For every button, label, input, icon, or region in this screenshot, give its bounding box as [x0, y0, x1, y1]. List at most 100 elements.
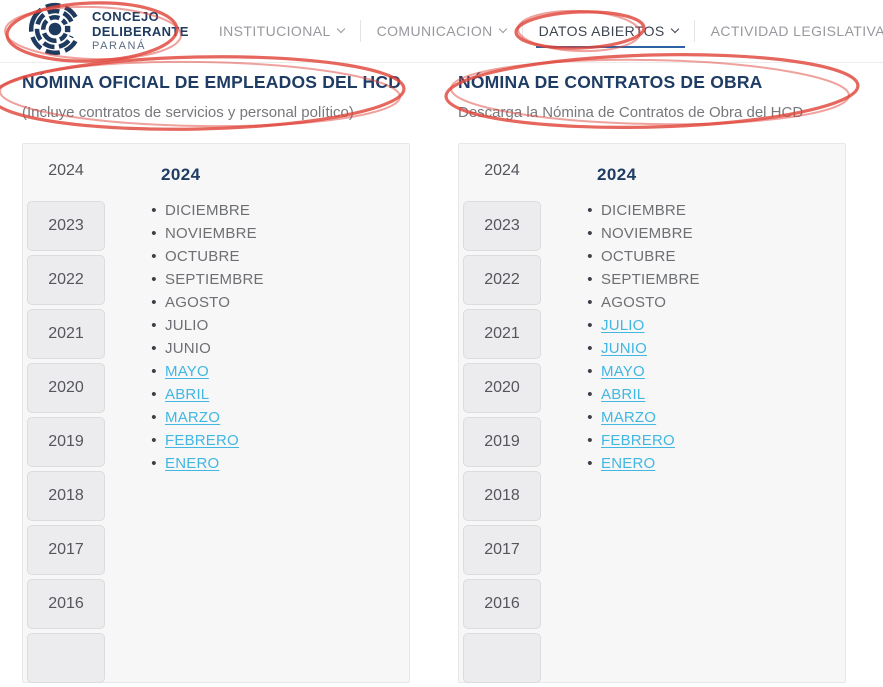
bullet-icon: • [151, 432, 157, 449]
year-tab-2024[interactable]: 2024 [484, 161, 520, 179]
month-item: • FEBRERO [585, 429, 845, 452]
bullet-icon: • [151, 225, 157, 242]
month-item: • MAYO [585, 360, 845, 383]
year-heading: 2024 [597, 165, 637, 184]
bullet-icon: • [151, 202, 157, 219]
year-heading: 2024 [161, 165, 201, 184]
year-tab-2018[interactable]: 2018 [463, 471, 541, 521]
bullet-icon: • [587, 225, 593, 242]
month-link-julio[interactable]: JULIO [601, 317, 645, 334]
year-tab-2016[interactable]: 2016 [27, 579, 105, 629]
bullet-icon: • [151, 271, 157, 288]
month-label: AGOSTO [601, 294, 667, 311]
month-link-abril[interactable]: ABRIL [165, 386, 210, 403]
bullet-icon: • [151, 409, 157, 426]
month-item: • ENERO [149, 452, 409, 475]
year-tab-2021[interactable]: 2021 [463, 309, 541, 359]
month-link-marzo[interactable]: MARZO [601, 409, 657, 426]
chevron-down-icon [498, 24, 507, 34]
section-subtitle: (Incluye contratos de servicios y person… [22, 104, 354, 121]
month-link-febrero[interactable]: FEBRERO [165, 432, 239, 449]
month-link-mayo[interactable]: MAYO [601, 363, 645, 380]
year-tab-2023[interactable]: 2023 [27, 201, 105, 251]
bullet-icon: • [151, 386, 157, 403]
bullet-icon: • [151, 317, 157, 334]
month-label: OCTUBRE [165, 248, 240, 265]
month-item: • MARZO [149, 406, 409, 429]
year-tab-2021[interactable]: 2021 [27, 309, 105, 359]
year-tab-2019[interactable]: 2019 [27, 417, 105, 467]
month-label: JULIO [165, 317, 209, 334]
nav-divider [693, 20, 695, 42]
year-tab-2022[interactable]: 2022 [463, 255, 541, 305]
nav-item-datos-abiertos[interactable]: DATOS ABIERTOS [523, 23, 694, 48]
year-archive-panel: 2024 2023 2022 2021 2020 2019 2018 2017 2016 202… [22, 143, 410, 683]
year-tab-partial[interactable] [463, 633, 541, 683]
month-link-junio[interactable]: JUNIO [601, 340, 647, 357]
month-item: • FEBRERO [149, 429, 409, 452]
year-archive-panel: 2024 2023 2022 2021 2020 2019 2018 2017 2016 202… [458, 143, 846, 683]
month-item: • SEPTIEMBRE [149, 268, 409, 291]
month-label: SEPTIEMBRE [165, 271, 264, 288]
section-subtitle: Descarga la Nómina de Contratos de Obra … [458, 104, 804, 121]
year-tab-2024[interactable]: 2024 [48, 161, 84, 179]
nav-item-label: INSTITUCIONAL [218, 23, 331, 39]
logo-subtitle: PARANÁ [92, 40, 147, 52]
bullet-icon: • [151, 294, 157, 311]
month-item: • ABRIL [585, 383, 845, 406]
logo-line2: DELIBERANTE [92, 24, 189, 39]
site-logo[interactable]: CONCEJO DELIBERANTE PARANÁ [28, 2, 189, 61]
main-nav: INSTITUCIONAL COMUNICACION DATOS ABIERTOS A… [203, 20, 883, 48]
month-list: • DICIEMBRE • NOVIEMBRE • OCTUBRE • SEPTIEMBRE •… [585, 199, 845, 475]
logo-text: CONCEJO DELIBERANTE PARANÁ [92, 9, 189, 53]
bullet-icon: • [151, 363, 157, 380]
month-item: • OCTUBRE [149, 245, 409, 268]
year-tab-2016[interactable]: 2016 [463, 579, 541, 629]
bullet-icon: • [587, 432, 593, 449]
year-tab-2017[interactable]: 2017 [27, 525, 105, 575]
top-nav-bar: CONCEJO DELIBERANTE PARANÁ INSTITUCIONAL… [0, 0, 883, 63]
year-tabs: 2024 2023 2022 2021 2020 2019 2018 2017 2016 [463, 144, 543, 687]
year-tab-2020[interactable]: 2020 [27, 363, 105, 413]
bullet-icon: • [151, 248, 157, 265]
month-link-enero[interactable]: ENERO [601, 455, 656, 472]
month-item: • JUNIO [585, 337, 845, 360]
month-link-abril[interactable]: ABRIL [601, 386, 646, 403]
year-tab-2018[interactable]: 2018 [27, 471, 105, 521]
month-item: • JUNIO [149, 337, 409, 360]
month-label: OCTUBRE [601, 248, 676, 265]
month-link-marzo[interactable]: MARZO [165, 409, 221, 426]
panel-content: 2024 • DICIEMBRE • NOVIEMBRE • OCTUBRE • SEPTIE… [149, 144, 409, 475]
nav-item-institucional[interactable]: INSTITUCIONAL [203, 23, 360, 39]
nav-item-comunicacion[interactable]: COMUNICACION [361, 23, 522, 39]
year-tab-2023[interactable]: 2023 [463, 201, 541, 251]
section-title: NÓMINA OFICIAL DE EMPLEADOS DEL HCD [22, 72, 402, 92]
section-title: NÓMINA DE CONTRATOS DE OBRA [458, 72, 763, 92]
month-item: • NOVIEMBRE [585, 222, 845, 245]
year-tab-2022[interactable]: 2022 [27, 255, 105, 305]
year-tab-partial[interactable] [27, 633, 105, 683]
month-label: SEPTIEMBRE [601, 271, 700, 288]
bullet-icon: • [587, 271, 593, 288]
month-item: • DICIEMBRE [585, 199, 845, 222]
bullet-icon: • [587, 386, 593, 403]
month-label: DICIEMBRE [601, 202, 687, 219]
month-item: • AGOSTO [585, 291, 845, 314]
month-item: • MAYO [149, 360, 409, 383]
nav-item-label: COMUNICACION [376, 23, 493, 39]
month-link-mayo[interactable]: MAYO [165, 363, 209, 380]
year-tab-2020[interactable]: 2020 [463, 363, 541, 413]
year-tab-2019[interactable]: 2019 [463, 417, 541, 467]
month-label: JUNIO [165, 340, 211, 357]
month-link-febrero[interactable]: FEBRERO [601, 432, 675, 449]
month-item: • ENERO [585, 452, 845, 475]
month-item: • OCTUBRE [585, 245, 845, 268]
year-tab-2017[interactable]: 2017 [463, 525, 541, 575]
nav-item-actividad-legislativa[interactable]: ACTIVIDAD LEGISLATIVA [695, 23, 883, 39]
month-item: • AGOSTO [149, 291, 409, 314]
bullet-icon: • [587, 294, 593, 311]
year-tabs: 2024 2023 2022 2021 2020 2019 2018 2017 2016 [27, 144, 107, 687]
month-label: DICIEMBRE [165, 202, 251, 219]
month-link-enero[interactable]: ENERO [165, 455, 220, 472]
bullet-icon: • [587, 202, 593, 219]
